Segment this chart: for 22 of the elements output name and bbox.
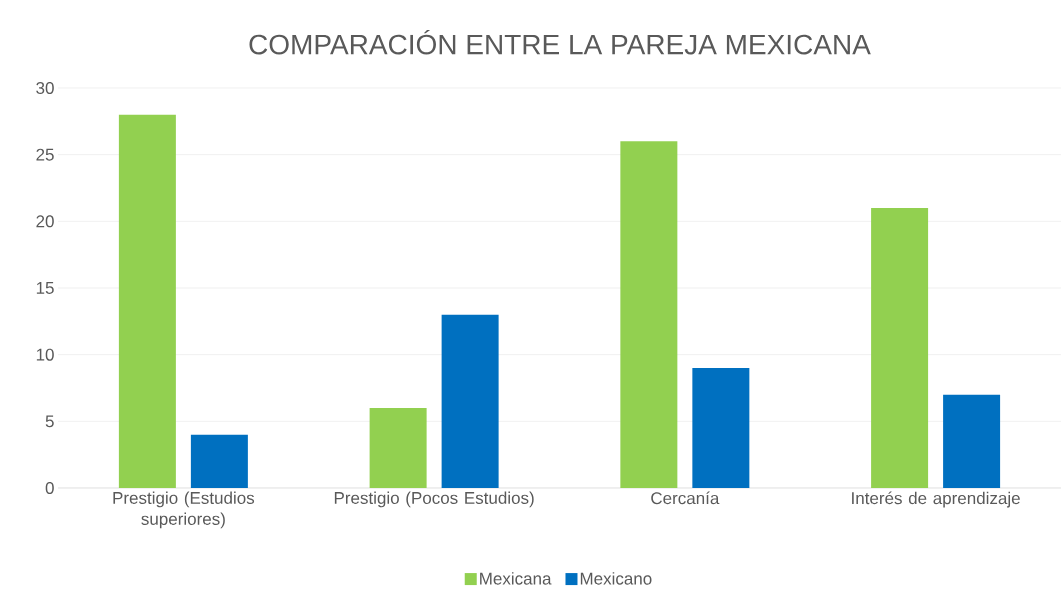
x-tick-label: Cercanía	[651, 491, 720, 505]
y-tick-label: 5	[45, 415, 54, 428]
bar	[943, 394, 1001, 488]
legend-label: Mexicano	[580, 572, 652, 585]
y-tick-label: 30	[36, 81, 54, 95]
y-tick-label: 10	[36, 348, 54, 361]
x-tick-label: Interés de aprendizaje	[852, 491, 1020, 508]
y-tick-label: 20	[36, 215, 54, 228]
x-tick-label: Prestigio (Estudios superiores)	[113, 491, 255, 529]
legend-label: Mexicana	[480, 572, 552, 585]
bar	[190, 434, 248, 488]
x-tick-label: Prestigio (Pocos Estudios)	[334, 491, 534, 508]
y-tick-label: 25	[36, 148, 54, 161]
bar	[871, 207, 929, 488]
bar	[369, 407, 427, 488]
bar	[441, 314, 499, 488]
bar	[118, 114, 176, 488]
y-tick-label: 15	[36, 282, 54, 294]
bar	[692, 367, 750, 488]
chart-title: COMPARACIÓN ENTRE LA PAREJA MEXICANA	[249, 29, 871, 55]
y-tick-label: 0	[45, 481, 54, 495]
bar	[620, 141, 678, 488]
